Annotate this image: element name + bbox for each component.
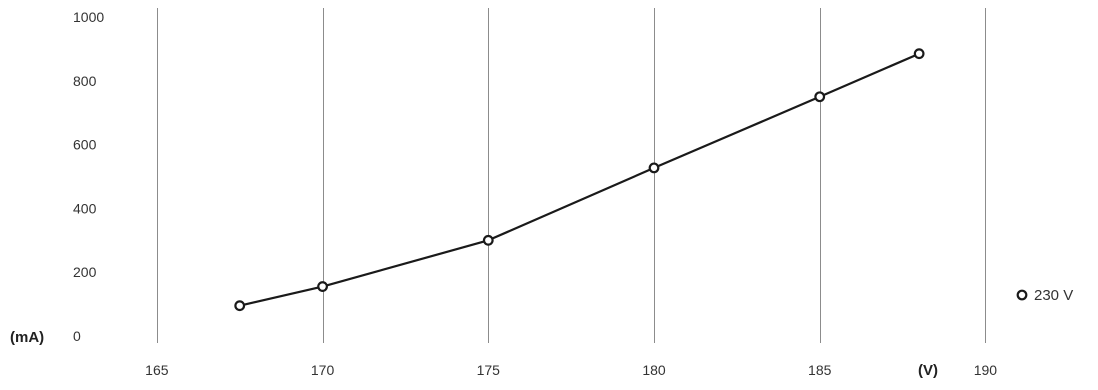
data-point [814, 91, 826, 103]
series-line-0 [239, 52, 920, 307]
y-tick-label: 0 [73, 328, 81, 344]
y-tick-label: 1000 [73, 9, 104, 25]
legend-label: 230 V [1034, 287, 1073, 304]
legend-marker-icon [1016, 289, 1028, 301]
data-point [317, 281, 328, 292]
series-layer [234, 48, 925, 312]
legend: 230 V [1016, 287, 1073, 304]
x-tick-label: 175 [477, 362, 501, 378]
x-tick-label: 170 [311, 362, 335, 378]
y-tick-label: 200 [73, 264, 97, 280]
grid-layer [157, 8, 986, 343]
y-axis-unit-label: (mA) [10, 329, 44, 346]
y-tick-label: 400 [73, 200, 97, 216]
x-tick-label: 165 [145, 362, 169, 378]
data-point [482, 234, 494, 246]
x-tick-label: 190 [974, 362, 998, 378]
data-point [234, 300, 246, 312]
y-tick-label: 600 [73, 137, 97, 153]
x-tick-label: 185 [808, 362, 832, 378]
x-tick-labels: 165 170 175 180 185 190 [145, 362, 997, 378]
y-tick-label: 800 [73, 73, 97, 89]
x-tick-label: 180 [642, 362, 666, 378]
y-tick-labels: 0 200 400 600 800 1000 [73, 9, 104, 344]
data-point [648, 162, 660, 174]
data-point [913, 48, 925, 60]
x-axis-unit-label: (V) [918, 362, 938, 379]
